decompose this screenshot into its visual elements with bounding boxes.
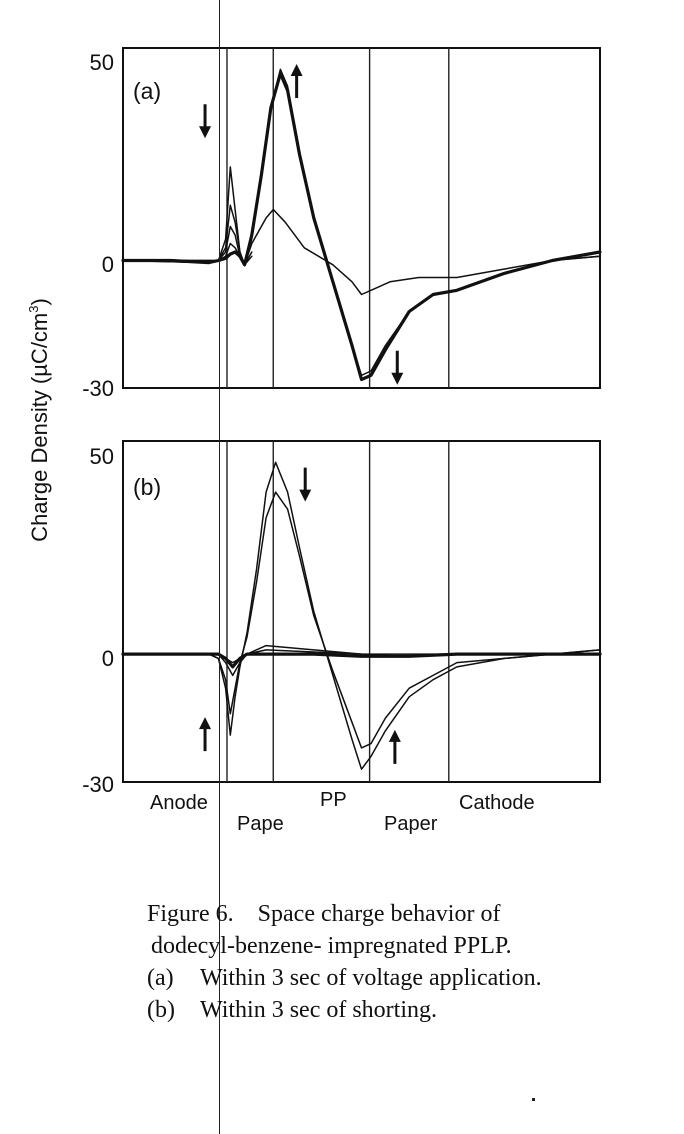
panel-a-arrow-2 (290, 64, 303, 98)
caption-line1: Space charge behavior of (257, 901, 501, 927)
caption-figure-number: Figure 6. (147, 901, 234, 927)
scan-artifact-line (219, 0, 220, 1134)
figure-caption: Figure 6. Space charge behavior of dodec… (147, 898, 667, 1026)
panel-b-arrow-2 (199, 717, 212, 752)
y-axis-label-main: Charge Density (µC/cm (27, 313, 52, 542)
panel-a-arrow-3 (391, 350, 404, 385)
panel-b-curves (121, 461, 602, 770)
caption-title-row: Figure 6. Space charge behavior of (147, 898, 667, 930)
caption-item-a: (a) Within 3 sec of voltage application. (147, 962, 667, 994)
y-axis-label-close: ) (27, 298, 52, 305)
panel-b-arrow-3 (388, 729, 401, 764)
panel-b-frame (122, 440, 601, 783)
region-label-paper-left: Pape (237, 813, 284, 835)
panel-b: (b) 50 0 -30 (82, 440, 602, 797)
panel-a-ytick-top: 50 (90, 50, 114, 75)
scan-artifact-dot (532, 1098, 535, 1101)
panel-b-arrow-1 (299, 467, 312, 502)
panel-a-label: (a) (133, 78, 161, 104)
panel-b-series-1 (122, 461, 601, 770)
panel-a: (a) 50 0 -30 (82, 47, 602, 401)
y-axis-label: Charge Density (µC/cm3) (26, 298, 52, 542)
panel-b-arrows (199, 467, 401, 764)
region-label-cathode: Cathode (459, 792, 535, 814)
region-labels: Anode Pape PP Paper Cathode (150, 789, 535, 835)
region-label-paper-right: Paper (384, 813, 438, 835)
panel-a-curves (121, 68, 602, 382)
panel-a-layer-boundaries (226, 48, 450, 388)
panel-a-arrows (199, 64, 404, 385)
panel-a-ytick-bottom: -30 (82, 376, 114, 401)
panel-a-series-3 (122, 204, 601, 296)
panel-b-series-2 (122, 491, 601, 749)
region-label-anode: Anode (150, 792, 208, 814)
panel-a-frame (122, 47, 601, 389)
panel-a-arrow-1 (199, 104, 212, 139)
caption-item-a-text: Within 3 sec of voltage application. (200, 965, 542, 991)
panel-b-series-5 (122, 649, 601, 664)
caption-item-a-tag: (a) (147, 965, 174, 991)
panel-b-ytick-bottom: -30 (82, 772, 114, 797)
panel-b-ytick-top: 50 (90, 444, 114, 469)
caption-item-b-tag: (b) (147, 997, 175, 1023)
panel-b-label: (b) (133, 474, 161, 500)
caption-item-b-text: Within 3 sec of shorting. (200, 997, 437, 1023)
panel-a-series-1 (121, 71, 602, 382)
panel-a-ytick-zero: 0 (102, 252, 114, 277)
region-label-pp: PP (320, 789, 347, 811)
y-axis-label-superscript: 3 (26, 306, 41, 313)
caption-line2: dodecyl-benzene- impregnated PPLP. (151, 933, 512, 959)
panel-b-layer-boundaries (226, 441, 450, 782)
panel-a-series-2 (122, 68, 601, 377)
caption-item-b: (b) Within 3 sec of shorting. (147, 994, 667, 1026)
panel-b-ytick-zero: 0 (102, 646, 114, 671)
panel-b-series-4 (122, 644, 601, 677)
